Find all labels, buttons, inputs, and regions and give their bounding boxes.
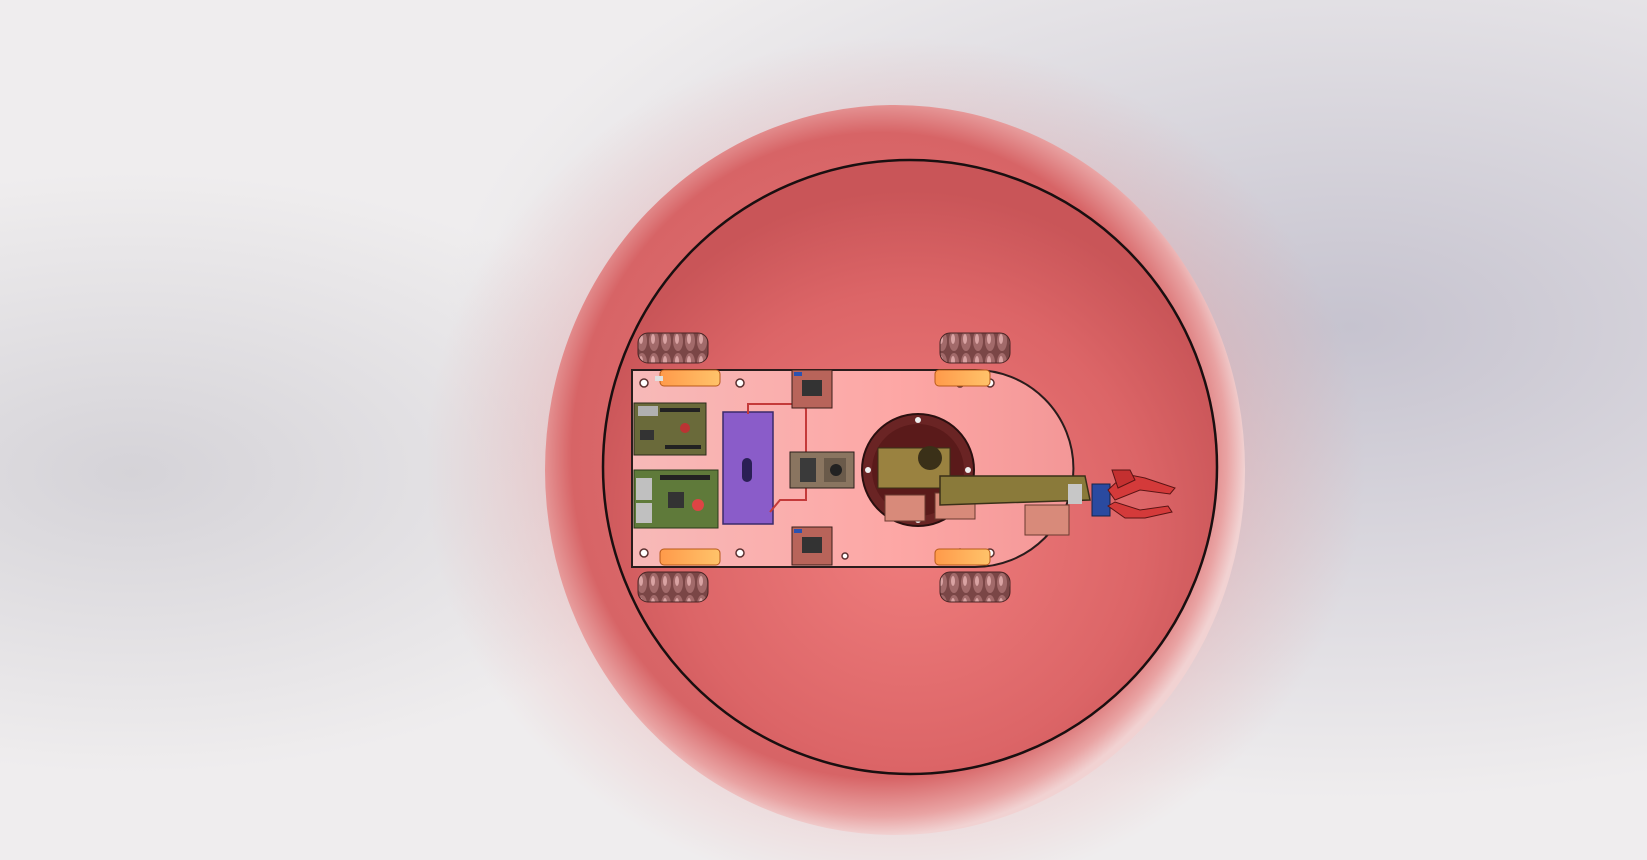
motor-rear-right	[934, 548, 991, 566]
gripper	[1091, 469, 1176, 519]
wheel-front-right	[939, 332, 1011, 364]
wheel-rear-right	[939, 571, 1011, 603]
motor-driver-top	[791, 369, 833, 409]
motor-rear-left	[659, 548, 721, 566]
motor-driver-bottom	[791, 526, 833, 566]
arduino-board	[633, 402, 707, 456]
robot-arm	[877, 446, 1091, 536]
battery-pack	[722, 403, 807, 525]
wheel-front-left	[637, 332, 709, 364]
sphere-rim-line	[601, 158, 1219, 776]
wheel-rear-left	[637, 571, 709, 603]
raspberry-pi-board	[633, 469, 719, 529]
buck-converter	[789, 451, 855, 489]
motor-front-right	[934, 369, 991, 387]
motor-front-left	[655, 369, 721, 387]
